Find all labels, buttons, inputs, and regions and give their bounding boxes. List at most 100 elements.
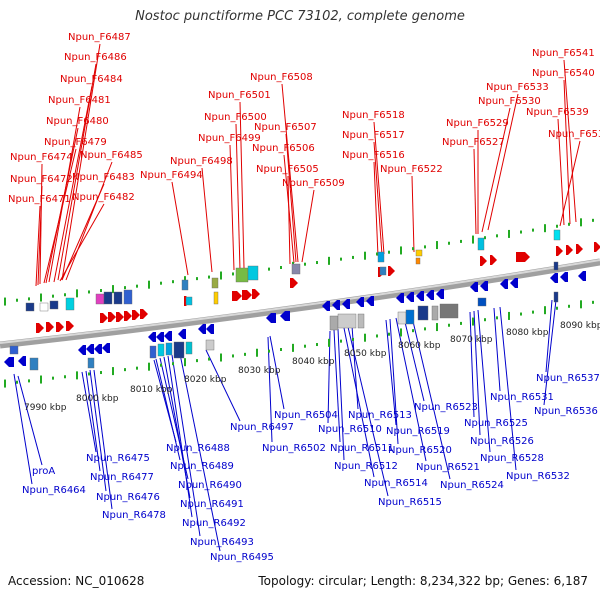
- reverse-gene-label-npun_r6510[interactable]: Npun_R6510: [318, 424, 382, 435]
- reverse-gene-label-npun_r6524[interactable]: Npun_R6524: [440, 480, 504, 491]
- forward-gene-leader: [201, 167, 213, 273]
- reverse-gene-label-npun_r6523[interactable]: Npun_R6523: [414, 402, 478, 413]
- reverse-gene-label-npun_r6476[interactable]: Npun_R6476: [96, 492, 160, 503]
- reverse-gene-label-npun_r6532[interactable]: Npun_R6532: [506, 471, 570, 482]
- forward-track-dot: [268, 267, 270, 271]
- forward-gene-label-npun_f6509[interactable]: Npun_F6509: [282, 178, 345, 189]
- scale-tick-label: 8080 kbp: [506, 328, 549, 338]
- forward-gene-leader: [61, 183, 105, 281]
- forward-gene-label-npun_f6474[interactable]: Npun_F6474: [10, 152, 73, 163]
- forward-gene-label-npun_f6500[interactable]: Npun_F6500: [204, 112, 267, 123]
- reverse-gene-leader: [545, 299, 553, 373]
- forward-gene-label-npun_f6508[interactable]: Npun_F6508: [250, 72, 313, 83]
- reverse-gene-label-npun_r6526[interactable]: Npun_R6526: [470, 436, 534, 447]
- gene-feature-box: [185, 341, 193, 355]
- reverse-gene-label-npun_r6504[interactable]: Npun_R6504: [274, 410, 338, 421]
- forward-gene-label-npun_f6487[interactable]: Npun_F6487: [68, 32, 131, 43]
- reverse-gene-label-npun_r6502[interactable]: Npun_R6502: [262, 443, 326, 454]
- scale-tick-label: 8020 kbp: [184, 375, 227, 385]
- forward-track-dot: [328, 256, 330, 265]
- forward-track-dot: [400, 246, 402, 255]
- gene-feature-box: [477, 237, 485, 251]
- reverse-track-dot: [172, 362, 174, 366]
- reverse-track-dot: [112, 367, 114, 376]
- reverse-gene-label-npun_r6477[interactable]: Npun_R6477: [90, 472, 154, 483]
- reverse-gene-label-npun_r6495[interactable]: Npun_R6495: [210, 552, 274, 563]
- reverse-gene-label-npun_r6521[interactable]: Npun_R6521: [416, 462, 480, 473]
- reverse-gene-label-npun_r6492[interactable]: Npun_R6492: [182, 518, 246, 529]
- reverse-gene-label-npun_r6528[interactable]: Npun_R6528: [480, 453, 544, 464]
- reverse-gene-label-npun_r6488[interactable]: Npun_R6488: [166, 443, 230, 454]
- reverse-gene-label-npun_r6511[interactable]: Npun_R6511: [330, 443, 394, 454]
- reverse-gene-leader: [477, 309, 491, 453]
- reverse-gene-label-npun_r6513[interactable]: Npun_R6513: [348, 410, 412, 421]
- forward-gene-label-npun_f6540[interactable]: Npun_F6540: [532, 68, 595, 79]
- reverse-gene-leader: [171, 354, 201, 537]
- forward-gene-label-npun_f6484[interactable]: Npun_F6484: [60, 74, 123, 85]
- forward-track-dot: [52, 294, 54, 298]
- reverse-gene-label-npun_r6493[interactable]: Npun_R6493: [190, 537, 254, 548]
- forward-gene-leader: [235, 123, 241, 271]
- forward-gene-label-npun_f6527[interactable]: Npun_F6527: [442, 137, 505, 148]
- forward-track-dot: [16, 298, 18, 302]
- reverse-gene-label-npun_r6478[interactable]: Npun_R6478: [102, 510, 166, 521]
- forward-gene-label-npun_f6494[interactable]: Npun_F6494: [140, 170, 203, 181]
- forward-gene-label-npun_f6539[interactable]: Npun_F6539: [526, 107, 589, 118]
- reverse-gene-label-npun_r6536[interactable]: Npun_R6536: [534, 406, 598, 417]
- reverse-gene-label-npun_r6490[interactable]: Npun_R6490: [178, 480, 242, 491]
- reverse-gene-arrow: [164, 331, 172, 341]
- forward-gene-label-npun_f6479[interactable]: Npun_F6479: [44, 137, 107, 148]
- forward-gene-label-npun_f6506[interactable]: Npun_F6506: [252, 143, 315, 154]
- forward-gene-label-npun_f6533[interactable]: Npun_F6533: [486, 82, 549, 93]
- forward-gene-label-npun_f6485[interactable]: Npun_F6485: [80, 150, 143, 161]
- reverse-track-dot: [4, 379, 6, 388]
- reverse-gene-label-npun_r6525[interactable]: Npun_R6525: [464, 418, 528, 429]
- reverse-gene-arrow: [480, 281, 488, 291]
- reverse-gene-leader: [543, 299, 557, 406]
- forward-track-dot: [412, 247, 414, 251]
- reverse-gene-label-npun_r6537[interactable]: Npun_R6537: [536, 373, 600, 384]
- forward-gene-label-npun_f6516[interactable]: Npun_F6516: [342, 150, 405, 161]
- forward-gene-label-npun_f6501[interactable]: Npun_F6501: [208, 90, 271, 101]
- reverse-gene-label-npun_r6497[interactable]: Npun_R6497: [230, 422, 294, 433]
- forward-gene-label-npun_f6498[interactable]: Npun_F6498: [170, 156, 233, 167]
- reverse-gene-label-npun_r6475[interactable]: Npun_R6475: [86, 453, 150, 464]
- forward-gene-label-npun_f6472[interactable]: Npun_F6472: [10, 174, 73, 185]
- reverse-gene-leader: [85, 370, 101, 472]
- forward-gene-label-npun_f6530[interactable]: Npun_F6530: [478, 96, 541, 107]
- forward-track-dot: [376, 252, 378, 256]
- forward-gene-label-npun_f6517[interactable]: Npun_F6517: [342, 130, 405, 141]
- reverse-gene-label-proa[interactable]: proA: [32, 466, 55, 477]
- reverse-gene-arrow: [4, 357, 14, 367]
- forward-gene-label-npun_f6538[interactable]: Npun_F6538: [548, 129, 600, 140]
- forward-gene-label-npun_f6522[interactable]: Npun_F6522: [380, 164, 443, 175]
- forward-gene-label-npun_f6486[interactable]: Npun_F6486: [64, 52, 127, 63]
- reverse-gene-label-npun_r6531[interactable]: Npun_R6531: [490, 392, 554, 403]
- forward-gene-label-npun_f6483[interactable]: Npun_F6483: [72, 172, 135, 183]
- reverse-track-dot: [100, 371, 102, 375]
- forward-gene-label-npun_f6505[interactable]: Npun_F6505: [256, 164, 319, 175]
- reverse-gene-label-npun_r6515[interactable]: Npun_R6515: [378, 497, 442, 508]
- scale-tick-label: 8040 kbp: [292, 357, 335, 367]
- reverse-gene-label-npun_r6491[interactable]: Npun_R6491: [180, 499, 244, 510]
- forward-gene-label-npun_f6529[interactable]: Npun_F6529: [446, 118, 509, 129]
- forward-gene-label-npun_f6499[interactable]: Npun_F6499: [198, 133, 261, 144]
- gene-feature-box: [291, 263, 301, 275]
- forward-gene-label-npun_f6518[interactable]: Npun_F6518: [342, 110, 405, 121]
- reverse-gene-label-npun_r6514[interactable]: Npun_R6514: [364, 478, 428, 489]
- forward-gene-label-npun_f6471[interactable]: Npun_F6471: [8, 194, 71, 205]
- reverse-gene-label-npun_r6520[interactable]: Npun_R6520: [388, 445, 452, 456]
- forward-gene-label-npun_f6541[interactable]: Npun_F6541: [532, 48, 595, 59]
- forward-gene-label-npun_f6507[interactable]: Npun_F6507: [254, 122, 317, 133]
- reverse-gene-arrow: [550, 273, 558, 283]
- reverse-gene-label-npun_r6489[interactable]: Npun_R6489: [170, 461, 234, 472]
- reverse-gene-label-npun_r6464[interactable]: Npun_R6464: [22, 485, 86, 496]
- forward-gene-label-npun_f6481[interactable]: Npun_F6481: [48, 95, 111, 106]
- reverse-gene-label-npun_r6512[interactable]: Npun_R6512: [334, 461, 398, 472]
- reverse-gene-label-npun_r6519[interactable]: Npun_R6519: [386, 426, 450, 437]
- forward-gene-label-npun_f6482[interactable]: Npun_F6482: [72, 192, 135, 203]
- reverse-track-dot: [568, 304, 570, 308]
- gene-feature-box: [417, 305, 429, 321]
- forward-gene-label-npun_f6480[interactable]: Npun_F6480: [46, 116, 109, 127]
